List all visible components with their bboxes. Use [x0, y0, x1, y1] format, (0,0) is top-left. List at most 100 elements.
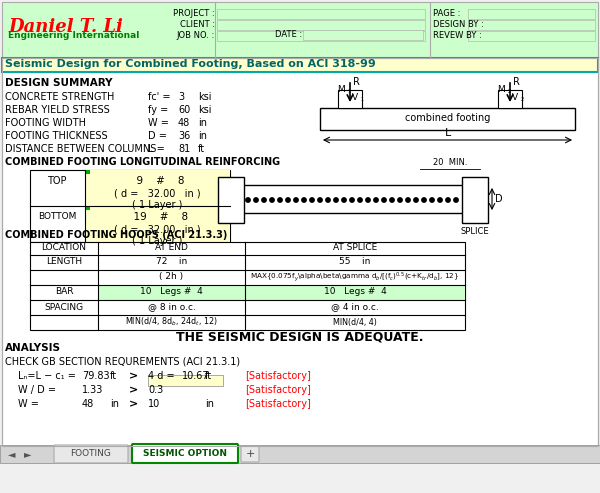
Text: 1.33: 1.33: [82, 385, 103, 395]
Circle shape: [414, 198, 418, 202]
Circle shape: [294, 198, 298, 202]
Circle shape: [398, 198, 402, 202]
Text: fc' =: fc' =: [148, 92, 170, 102]
Text: JOB NO. :: JOB NO. :: [177, 31, 215, 40]
Text: in: in: [205, 399, 214, 409]
Circle shape: [318, 198, 322, 202]
Bar: [462, 177, 488, 223]
Circle shape: [366, 198, 370, 202]
Circle shape: [446, 198, 450, 202]
Circle shape: [350, 198, 354, 202]
Text: 10.67: 10.67: [182, 371, 209, 381]
Bar: [85, 206, 230, 242]
Text: Engineering International: Engineering International: [8, 31, 139, 40]
Circle shape: [334, 198, 338, 202]
Text: ft: ft: [110, 371, 117, 381]
Text: DATE :: DATE :: [275, 30, 302, 39]
Text: MIN(d/4, 4): MIN(d/4, 4): [333, 317, 377, 326]
Text: @ 4 in o.c.: @ 4 in o.c.: [331, 303, 379, 312]
Text: L: L: [445, 128, 451, 138]
Text: Seismic Design for Combined Footing, Based on ACI 318-99: Seismic Design for Combined Footing, Bas…: [5, 59, 376, 69]
Circle shape: [374, 198, 378, 202]
Text: 3: 3: [178, 92, 184, 102]
Bar: [245, 285, 465, 300]
Text: AT SPLICE: AT SPLICE: [333, 244, 377, 252]
Text: $_1$: $_1$: [347, 88, 352, 96]
Circle shape: [430, 198, 434, 202]
Text: ksi: ksi: [198, 92, 212, 102]
Text: V: V: [512, 93, 518, 102]
Text: ANALYSIS: ANALYSIS: [5, 343, 61, 353]
Bar: [2, 58, 598, 72]
Text: 10   Legs #  4: 10 Legs # 4: [140, 287, 203, 296]
Text: MIN(d/4, 8d$_b$, 24d$_t$, 12): MIN(d/4, 8d$_b$, 24d$_t$, 12): [125, 316, 218, 328]
Text: $_2$: $_2$: [507, 88, 512, 96]
Text: R: R: [353, 77, 360, 87]
Text: 10   Legs #  4: 10 Legs # 4: [323, 287, 386, 296]
Bar: [2, 51, 598, 446]
Text: L =: L =: [148, 144, 165, 154]
Text: 81: 81: [178, 144, 190, 154]
Text: fy =: fy =: [148, 105, 168, 115]
Bar: [2, 2, 598, 58]
Text: CHECK GB SECTION REQUREMENTS (ACI 21.3.1): CHECK GB SECTION REQUREMENTS (ACI 21.3.1…: [5, 356, 240, 366]
Text: M: M: [497, 84, 505, 94]
Circle shape: [302, 198, 306, 202]
Text: D: D: [495, 194, 503, 204]
Circle shape: [270, 198, 274, 202]
Text: AT END: AT END: [155, 244, 188, 252]
Bar: [30, 242, 465, 330]
Text: in: in: [110, 399, 119, 409]
Bar: [148, 375, 223, 386]
Text: 4 d =: 4 d =: [148, 371, 175, 381]
Text: D =: D =: [148, 131, 167, 141]
Circle shape: [422, 198, 426, 202]
Text: Daniel T. Li: Daniel T. Li: [8, 18, 123, 36]
Bar: [85, 170, 230, 206]
Text: ◄: ◄: [8, 449, 16, 459]
Text: V: V: [352, 93, 358, 102]
Circle shape: [454, 198, 458, 202]
Text: 79.83: 79.83: [82, 371, 110, 381]
Text: PROJECT :: PROJECT :: [173, 9, 215, 18]
Circle shape: [342, 198, 346, 202]
Circle shape: [438, 198, 442, 202]
FancyBboxPatch shape: [54, 445, 128, 463]
Text: ►: ►: [24, 449, 32, 459]
Text: ( 1 Layer ): ( 1 Layer ): [133, 236, 182, 246]
Text: BAR: BAR: [55, 287, 73, 296]
Text: DESIGN BY :: DESIGN BY :: [433, 20, 484, 29]
Bar: [85, 170, 90, 174]
Text: $_2$: $_2$: [520, 96, 525, 104]
Text: ( d =   32.00   in ): ( d = 32.00 in ): [114, 224, 201, 234]
Circle shape: [254, 198, 258, 202]
Text: W =: W =: [148, 118, 169, 128]
Text: 48: 48: [178, 118, 190, 128]
Text: FOOTING: FOOTING: [71, 450, 112, 458]
Bar: [217, 20, 425, 30]
Text: W / D =: W / D =: [18, 385, 56, 395]
Text: in: in: [198, 131, 207, 141]
Text: COMBINED FOOTING LONGITUDINAL REINFORCING: COMBINED FOOTING LONGITUDINAL REINFORCIN…: [5, 157, 280, 167]
Text: FOOTING THICKNESS: FOOTING THICKNESS: [5, 131, 107, 141]
Bar: [498, 90, 522, 108]
Text: 48: 48: [82, 399, 94, 409]
Text: 72    in: 72 in: [156, 257, 187, 267]
Bar: [0, 445, 600, 463]
Text: @ 8 in o.c.: @ 8 in o.c.: [148, 303, 196, 312]
Bar: [468, 31, 595, 41]
Text: R: R: [513, 77, 520, 87]
Circle shape: [246, 198, 250, 202]
Bar: [320, 108, 575, 130]
Text: M: M: [337, 84, 345, 94]
Text: PAGE :: PAGE :: [433, 9, 460, 18]
Text: SPLICE: SPLICE: [461, 227, 490, 236]
Bar: [2, 58, 598, 446]
Text: 60: 60: [178, 105, 190, 115]
Text: BOTTOM: BOTTOM: [38, 212, 76, 221]
Text: ( 1 Layer ): ( 1 Layer ): [133, 200, 182, 210]
Text: [Satisfactory]: [Satisfactory]: [245, 385, 311, 395]
Bar: [30, 170, 230, 242]
Text: >: >: [128, 371, 137, 381]
Text: LOCATION: LOCATION: [41, 244, 86, 252]
